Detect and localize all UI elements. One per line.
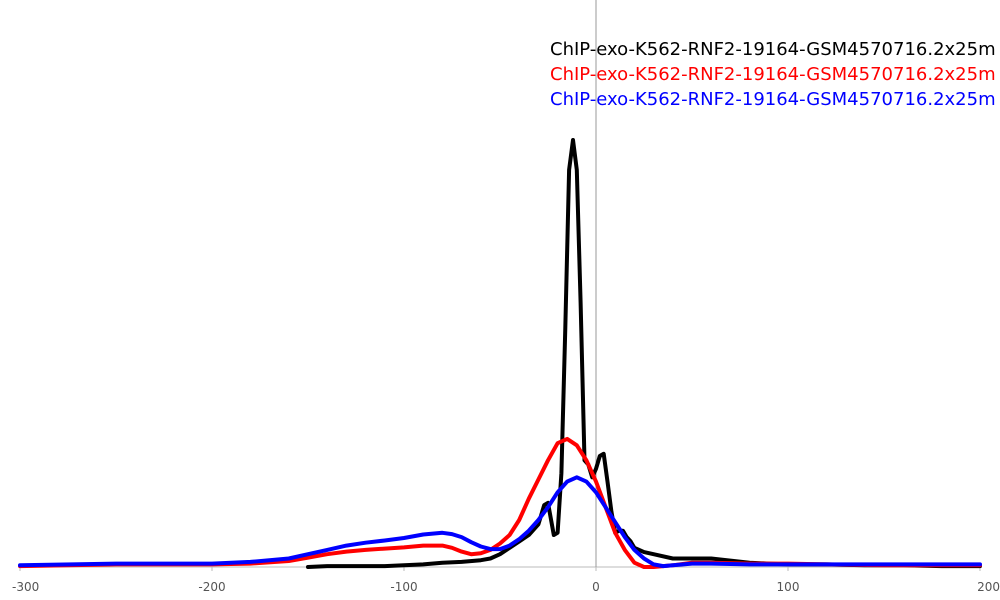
x-tick-label: 0 [592,580,600,594]
x-tick-label: -200 [198,580,225,594]
legend: ChIP-exo-K562-RNF2-19164-GSM4570716.2x25… [550,39,996,110]
series-lines [18,138,982,569]
x-axis [19,566,981,571]
x-tick-label: -100 [390,580,417,594]
x-tick-label: -300 [12,580,39,594]
legend-entry-1: ChIP-exo-K562-RNF2-19164-GSM4570716.2x25… [550,39,996,60]
series-line-3 [18,475,982,569]
x-tick-label: 100 [777,580,800,594]
legend-entry-2: ChIP-exo-K562-RNF2-19164-GSM4570716.2x25… [550,64,996,85]
legend-entry-3: ChIP-exo-K562-RNF2-19164-GSM4570716.2x25… [550,89,996,110]
x-tick-label: 200 [977,580,1000,594]
x-tick-labels: -300 -200 -100 0 100 200 [12,580,1000,594]
